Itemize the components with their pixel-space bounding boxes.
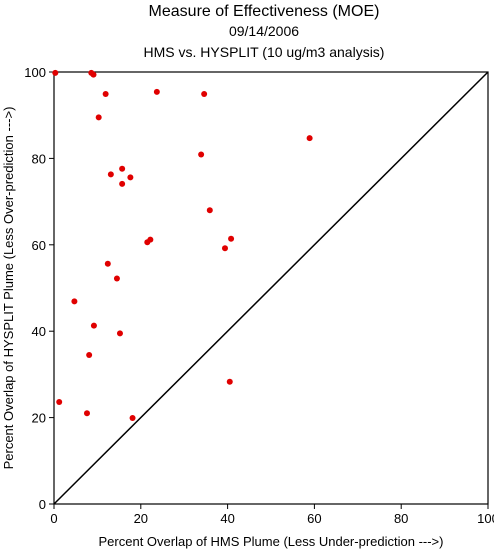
data-point bbox=[56, 399, 63, 406]
data-point bbox=[71, 298, 78, 305]
data-point bbox=[129, 415, 136, 422]
chart-analysis-subtitle: HMS vs. HYSPLIT (10 ug/m3 analysis) bbox=[144, 44, 385, 60]
y-tick-label: 0 bbox=[39, 497, 46, 512]
data-point bbox=[119, 180, 126, 187]
x-tick-label: 0 bbox=[50, 511, 57, 526]
y-axis-ticks: 0 20 40 60 80 100 bbox=[24, 65, 54, 512]
data-point bbox=[198, 151, 205, 158]
data-point bbox=[102, 91, 109, 98]
y-tick-label: 60 bbox=[32, 238, 46, 253]
data-point bbox=[83, 410, 90, 417]
y-tick-label: 80 bbox=[32, 151, 46, 166]
y-tick-label: 40 bbox=[32, 324, 46, 339]
data-point bbox=[306, 135, 313, 142]
x-tick-label: 100 bbox=[477, 511, 494, 526]
data-point bbox=[206, 207, 213, 214]
x-axis-ticks: 0 20 40 60 80 100 bbox=[50, 504, 494, 526]
data-point bbox=[116, 330, 123, 337]
data-point bbox=[119, 165, 126, 172]
data-point bbox=[228, 235, 235, 242]
data-point bbox=[90, 322, 97, 329]
y-tick-label: 20 bbox=[32, 411, 46, 426]
chart-title: Measure of Effectiveness (MOE) bbox=[149, 3, 380, 20]
data-point bbox=[52, 69, 59, 76]
x-tick-label: 20 bbox=[134, 511, 148, 526]
x-tick-label: 80 bbox=[394, 511, 408, 526]
data-points bbox=[52, 69, 313, 422]
data-point bbox=[153, 88, 160, 95]
data-point bbox=[221, 245, 228, 252]
data-point bbox=[201, 91, 208, 98]
x-axis-label: Percent Overlap of HMS Plume (Less Under… bbox=[99, 534, 444, 549]
x-tick-label: 60 bbox=[307, 511, 321, 526]
one-to-one-reference-line bbox=[53, 71, 489, 505]
chart-date: 09/14/2006 bbox=[229, 23, 299, 39]
data-point bbox=[90, 71, 97, 78]
x-tick-label: 40 bbox=[220, 511, 234, 526]
data-point bbox=[113, 275, 120, 282]
data-point bbox=[107, 171, 114, 178]
data-point bbox=[226, 378, 233, 385]
plot-frame bbox=[53, 71, 489, 505]
data-point bbox=[104, 260, 111, 267]
data-point bbox=[86, 351, 93, 358]
data-point bbox=[144, 239, 151, 246]
y-tick-label: 100 bbox=[24, 65, 46, 80]
data-point bbox=[95, 114, 102, 121]
y-axis-label: Percent Overlap of HYSPLIT Plume (Less O… bbox=[1, 107, 16, 470]
data-point bbox=[127, 174, 134, 181]
